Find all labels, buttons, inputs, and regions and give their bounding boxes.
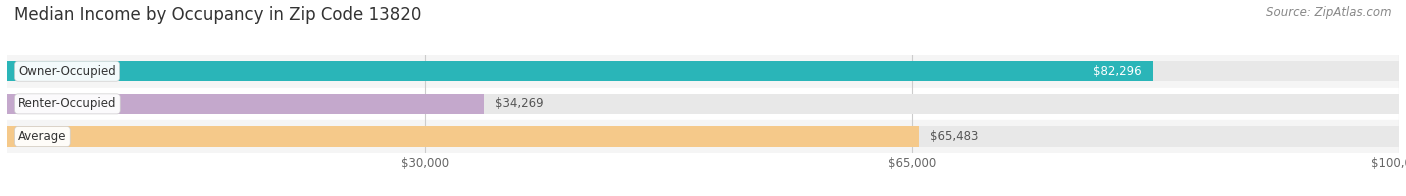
Text: Median Income by Occupancy in Zip Code 13820: Median Income by Occupancy in Zip Code 1…	[14, 6, 422, 24]
Bar	[7, 126, 1399, 147]
Bar	[7, 94, 484, 114]
Bar	[7, 120, 1399, 153]
Text: $65,483: $65,483	[929, 130, 979, 143]
Bar	[7, 55, 1399, 88]
Bar	[7, 126, 918, 147]
Bar	[7, 94, 1399, 114]
Text: Owner-Occupied: Owner-Occupied	[18, 65, 115, 78]
Text: Average: Average	[18, 130, 66, 143]
Text: $82,296: $82,296	[1092, 65, 1142, 78]
Text: Renter-Occupied: Renter-Occupied	[18, 97, 117, 110]
Text: Source: ZipAtlas.com: Source: ZipAtlas.com	[1267, 6, 1392, 19]
Bar	[7, 61, 1153, 81]
Bar	[7, 88, 1399, 120]
Text: $34,269: $34,269	[495, 97, 544, 110]
Bar	[7, 61, 1399, 81]
